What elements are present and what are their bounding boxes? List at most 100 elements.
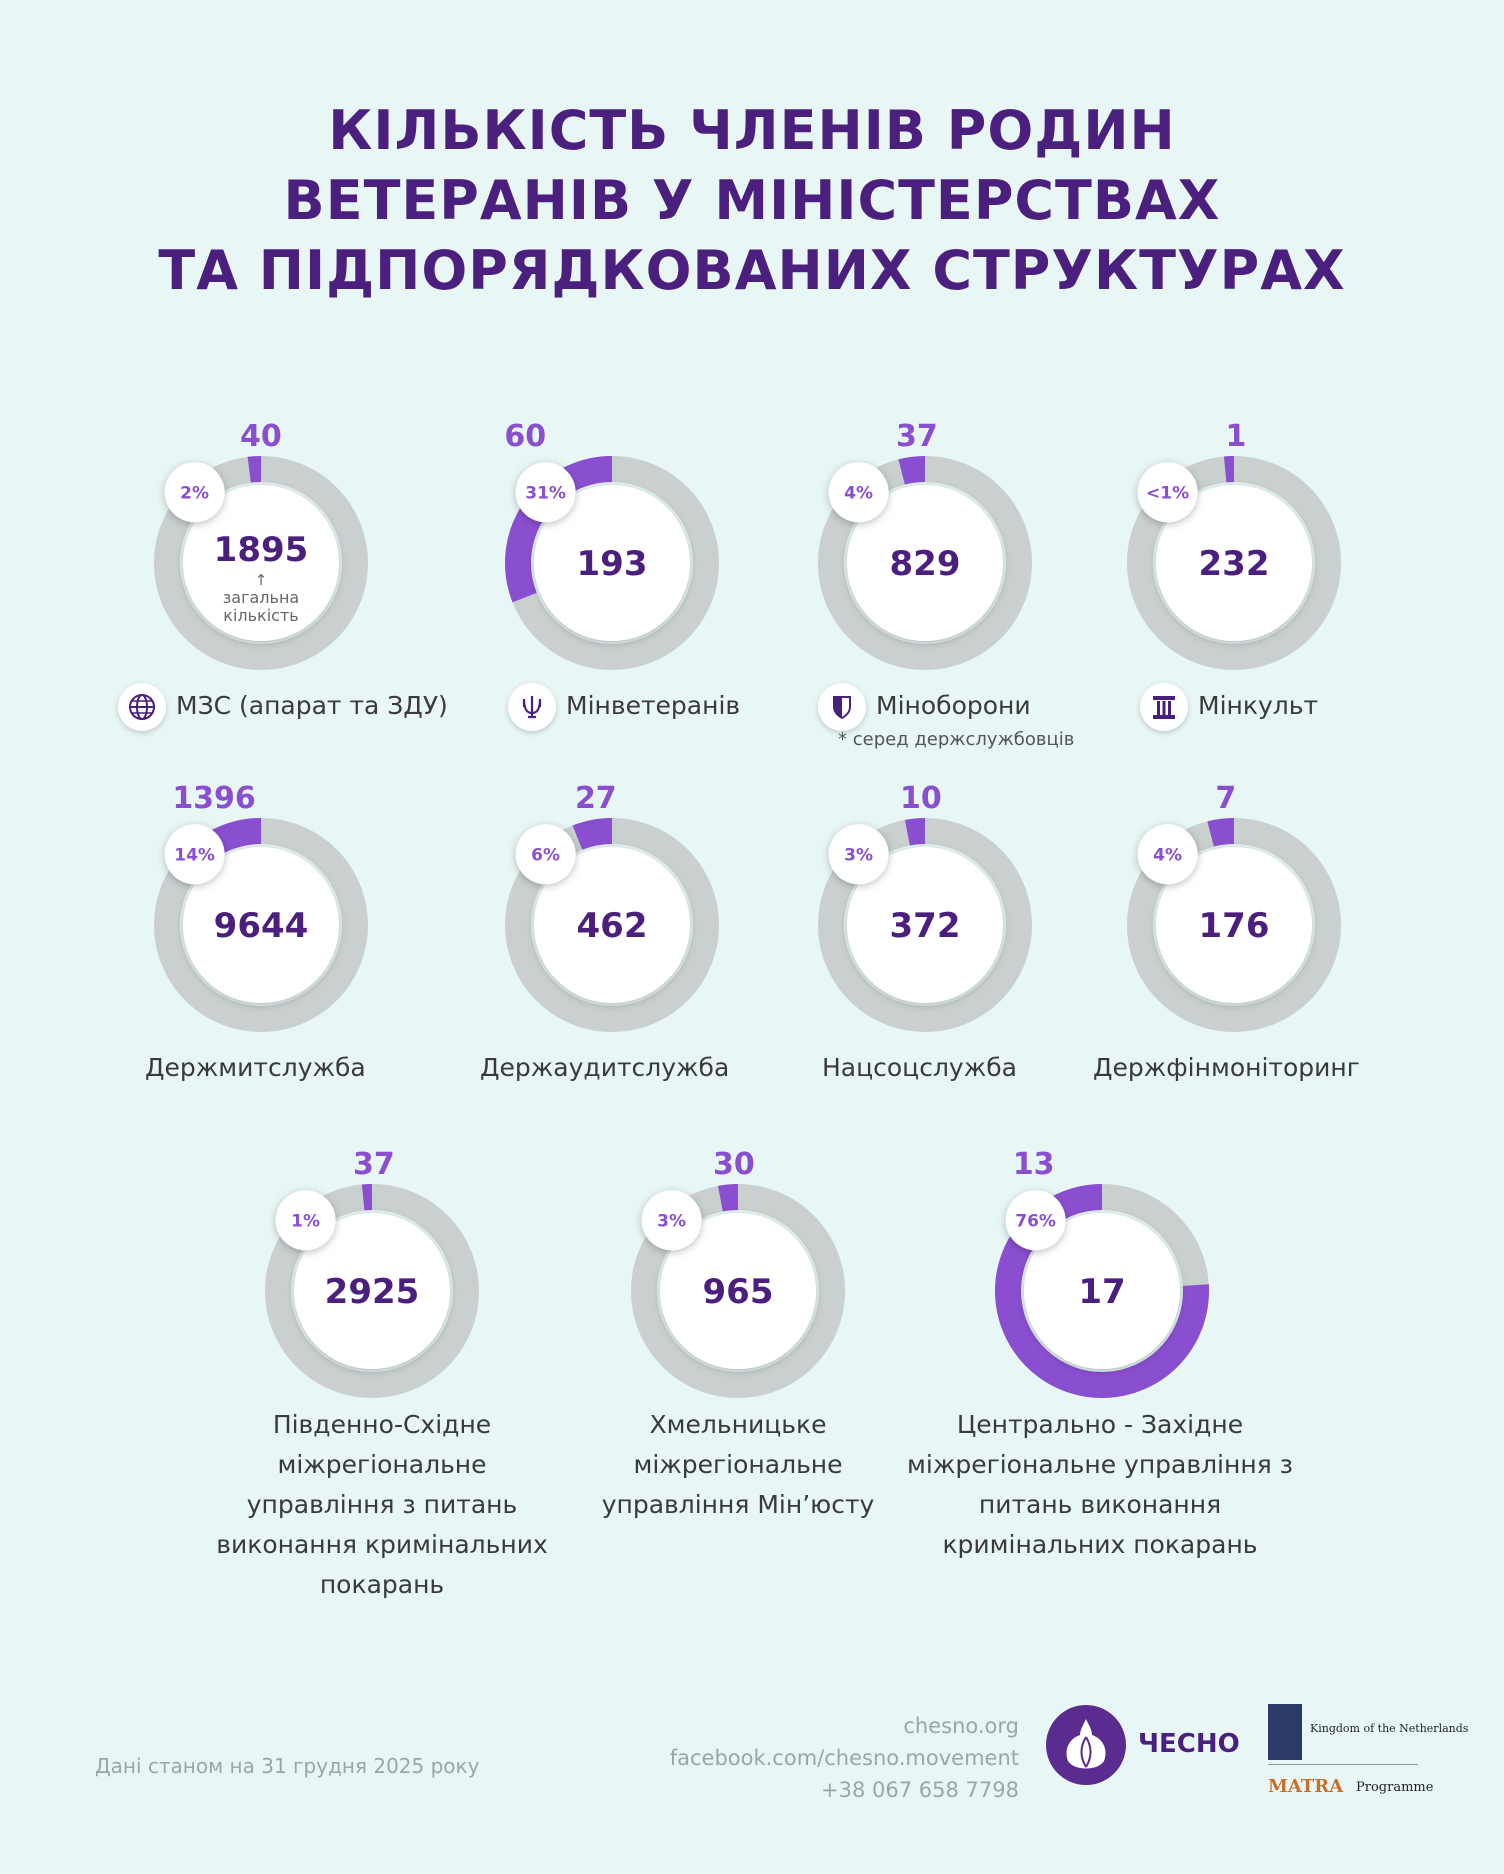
- percent-bubble: [515, 462, 576, 523]
- donut-share-arc: [717, 1184, 739, 1212]
- donut-center-disc: [1024, 1213, 1180, 1369]
- total-count: 17: [1078, 1272, 1125, 1312]
- chart-label: Південно-Східне міжрегіональне управління …: [192, 1405, 572, 1605]
- percent-bubble: [1137, 462, 1198, 523]
- total-arrow: ↑: [255, 571, 268, 589]
- donut-chart: 372 10 3%: [818, 781, 1032, 1032]
- veteran-family-count: 37: [896, 419, 938, 454]
- total-count: 2925: [325, 1272, 420, 1312]
- percent-label: 31%: [525, 483, 566, 503]
- chart-label-line: Центрально - Західне: [956, 1410, 1244, 1439]
- programme-text: Programme: [1356, 1780, 1434, 1795]
- percent-bubble: [828, 824, 889, 885]
- garlic-logo-icon: [1046, 1705, 1126, 1785]
- donut-share-arc: [572, 818, 613, 850]
- page-title: КІЛЬКІСТЬ ЧЛЕНІВ РОДИН ВЕТЕРАНІВ У МІНІС…: [0, 96, 1504, 306]
- percent-bubble: [275, 1190, 336, 1251]
- donut-chart: 232 1 <1%: [1127, 419, 1341, 670]
- veteran-family-count: 1: [1225, 419, 1246, 454]
- data-date-note: Дані станом на 31 грудня 2025 року: [95, 1754, 480, 1778]
- column-icon: [1140, 683, 1188, 731]
- donut-share-arc: [898, 456, 926, 485]
- percent-bubble: [164, 824, 225, 885]
- total-count: 232: [1199, 544, 1270, 584]
- chart-label-text: Мінкульт: [1198, 691, 1319, 720]
- percent-label: <1%: [1146, 483, 1189, 503]
- veteran-family-count: 13: [1013, 1147, 1055, 1182]
- percent-bubble: [641, 1190, 702, 1251]
- donut-chart: 462 27 6%: [505, 781, 719, 1032]
- center-note: загальна: [223, 588, 299, 607]
- veteran-family-count: 37: [353, 1147, 395, 1182]
- total-count: 829: [890, 544, 961, 584]
- veteran-family-count: 60: [504, 419, 546, 454]
- site-link[interactable]: chesno.org: [903, 1714, 1019, 1738]
- title-line-3: ТА ПІДПОРЯДКОВАНИХ СТРУКТУРАХ: [158, 239, 1346, 302]
- phone-number: +38 067 658 7798: [821, 1778, 1019, 1802]
- chesno-logo: ЧЕСНО: [1046, 1705, 1240, 1795]
- donut-share-arc: [904, 818, 926, 846]
- donut-center-disc: [534, 485, 690, 641]
- center-note: кількість: [223, 606, 298, 625]
- donut-center-disc: [1156, 847, 1312, 1003]
- percent-label: 6%: [531, 845, 560, 865]
- donut-chart: 9644 1396 14%: [154, 781, 368, 1032]
- chart-label: Мінкульт: [1140, 683, 1400, 731]
- donut-chart: 2925 37 1%: [265, 1147, 479, 1398]
- chart-label: Держмитслужба: [145, 1048, 395, 1088]
- chart-label: Міноборони: [818, 683, 1078, 731]
- chart-label-text: Держаудитслужба: [480, 1053, 730, 1082]
- chesno-brand-text: ЧЕСНО: [1138, 1729, 1240, 1759]
- chart-label: Мінветеранів: [508, 683, 768, 731]
- veteran-family-count: 40: [240, 419, 282, 454]
- chart-label-line: управління Мін’юсту: [601, 1490, 875, 1519]
- chart-label-line: Південно-Східне: [272, 1410, 492, 1439]
- percent-bubble: [1005, 1190, 1066, 1251]
- donut-center-disc: [1156, 485, 1312, 641]
- percent-label: 14%: [174, 845, 215, 865]
- chart-label-line: кримінальних покарань: [942, 1530, 1258, 1559]
- logo-divider: [1268, 1764, 1418, 1765]
- donut-center-disc: [847, 847, 1003, 1003]
- chart-label: Центрально - Західне міжрегіональне управ…: [900, 1405, 1300, 1565]
- donut-center-disc: [183, 485, 339, 641]
- globe-icon: [118, 683, 166, 731]
- percent-label: 76%: [1015, 1211, 1056, 1231]
- netherlands-logo: Kingdom of the Netherlands MATRA Program…: [1268, 1704, 1468, 1804]
- percent-bubble: [164, 462, 225, 523]
- chart-label-text: Міноборони: [876, 691, 1031, 720]
- donut-share-arc: [1207, 818, 1235, 847]
- chart-label-line: управління з питань: [246, 1490, 518, 1519]
- donut-center-disc: [660, 1213, 816, 1369]
- footer-contacts: chesno.org facebook.com/chesno.movement …: [670, 1710, 1019, 1806]
- chart-label-text: Держфінмоніторинг: [1093, 1053, 1360, 1082]
- chart-label: Держфінмоніторинг: [1093, 1048, 1383, 1088]
- donut-chart: 829 37 4%: [818, 419, 1032, 670]
- chart-label: Нацсоцслужба: [822, 1048, 1082, 1088]
- total-count: 462: [577, 906, 648, 946]
- chart-label-text: МЗС (апарат та ЗДУ): [176, 691, 448, 720]
- title-line-1: КІЛЬКІСТЬ ЧЛЕНІВ РОДИН: [328, 99, 1176, 162]
- kingdom-netherlands-text: Kingdom of the Netherlands: [1310, 1722, 1469, 1735]
- chart-label-text: Мінветеранів: [566, 691, 741, 720]
- chart-label-line: Хмельницьке: [649, 1410, 827, 1439]
- chart-label: МЗС (апарат та ЗДУ): [118, 683, 458, 731]
- matra-text: MATRA: [1268, 1776, 1344, 1797]
- donut-chart: 965 30 3%: [631, 1147, 845, 1398]
- veteran-family-count: 10: [900, 781, 942, 816]
- chart-label: Держаудитслужба: [480, 1048, 740, 1088]
- percent-bubble: [828, 462, 889, 523]
- percent-label: 3%: [844, 845, 873, 865]
- percent-label: 4%: [1153, 845, 1182, 865]
- chart-label-line: міжрегіональне: [633, 1450, 843, 1479]
- donut-center-disc: [847, 485, 1003, 641]
- chart-footnote: * серед держслужбовців: [838, 729, 1075, 750]
- total-count: 176: [1199, 906, 1270, 946]
- percent-bubble: [515, 824, 576, 885]
- chart-label-line: міжрегіональне: [277, 1450, 487, 1479]
- facebook-link[interactable]: facebook.com/chesno.movement: [669, 1746, 1019, 1770]
- total-count: 193: [577, 544, 648, 584]
- chart-label-line: міжрегіональне управління з: [907, 1450, 1293, 1479]
- netherlands-crest-icon: [1268, 1704, 1302, 1760]
